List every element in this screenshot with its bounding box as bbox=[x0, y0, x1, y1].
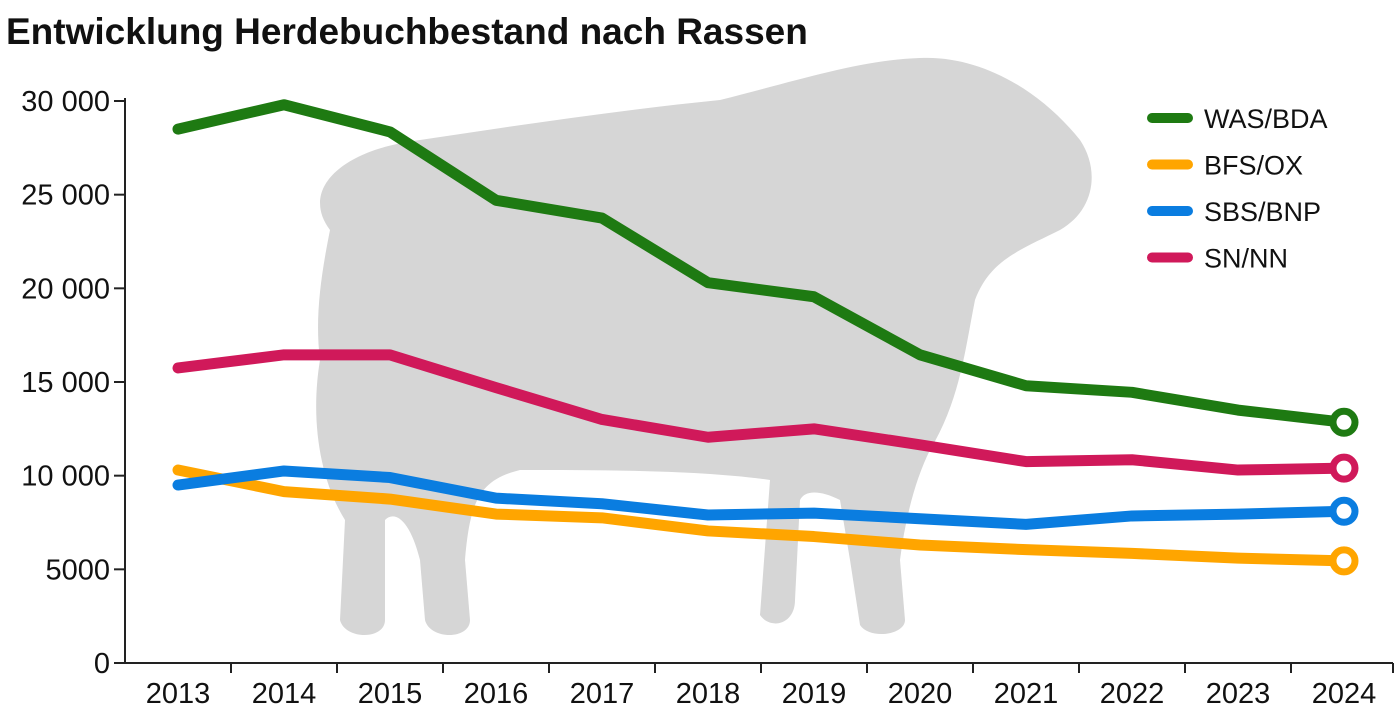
x-tick-label: 2023 bbox=[1206, 678, 1271, 710]
series-line-bfs-ox bbox=[172, 464, 1350, 567]
x-tick-label: 2016 bbox=[464, 678, 529, 710]
legend-label: SBS/BNP bbox=[1204, 197, 1321, 227]
x-tick-label: 2019 bbox=[782, 678, 847, 710]
end-point-marker bbox=[1329, 407, 1359, 437]
x-tick-label: 2015 bbox=[358, 678, 423, 710]
y-tick-label: 25 000 bbox=[21, 180, 110, 212]
chart-title: Entwicklung Herdebuchbestand nach Rassen bbox=[6, 11, 808, 52]
series-line-sbs-bnp bbox=[172, 465, 1350, 530]
y-tick-label: 0 bbox=[94, 648, 110, 680]
y-tick-label: 10 000 bbox=[21, 461, 110, 493]
x-tick-label: 2013 bbox=[146, 678, 211, 710]
x-tick-label: 2022 bbox=[1100, 678, 1165, 710]
end-point-marker bbox=[1329, 496, 1359, 526]
end-point-marker bbox=[1329, 453, 1359, 483]
end-point-marker bbox=[1329, 546, 1359, 576]
legend-label: SN/NN bbox=[1204, 244, 1288, 274]
series-line-was-bda bbox=[172, 99, 1350, 428]
x-tick-label: 2021 bbox=[994, 678, 1059, 710]
series-line-sn-nn bbox=[172, 349, 1350, 476]
y-tick-label: 15 000 bbox=[21, 367, 110, 399]
x-tick-label: 2018 bbox=[676, 678, 741, 710]
y-tick-label: 20 000 bbox=[21, 273, 110, 305]
x-tick-label: 2024 bbox=[1312, 678, 1377, 710]
x-tick-label: 2020 bbox=[888, 678, 953, 710]
legend-label: WAS/BDA bbox=[1204, 104, 1328, 134]
x-tick-label: 2014 bbox=[252, 678, 317, 710]
y-tick-label: 30 000 bbox=[21, 86, 110, 118]
x-tick-label: 2017 bbox=[570, 678, 635, 710]
legend-label: BFS/OX bbox=[1204, 151, 1303, 181]
y-tick-label: 5000 bbox=[45, 554, 110, 586]
